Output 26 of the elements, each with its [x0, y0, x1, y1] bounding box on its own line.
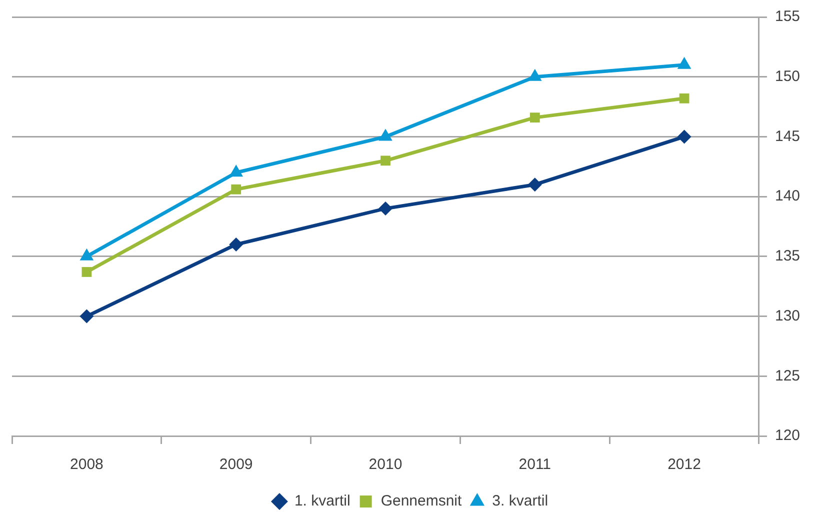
y-tick-label: 140	[774, 188, 800, 205]
legend-label: 1. kvartil	[294, 492, 350, 510]
y-tick-label: 120	[774, 427, 800, 444]
y-tick-label: 145	[774, 128, 800, 145]
point	[530, 112, 540, 123]
legend-label: Gennemsnit	[380, 492, 463, 510]
legend-label: 3. kvartil	[492, 492, 548, 510]
point	[229, 237, 244, 252]
y-tick-label: 130	[774, 307, 800, 324]
y-tick-label: 135	[774, 248, 800, 265]
x-tick-label: 2012	[668, 456, 701, 474]
x-tick-label: 2010	[368, 456, 402, 474]
x-tick-label: 2011	[518, 456, 552, 474]
point	[528, 178, 542, 192]
y-tick-label: 125	[774, 367, 800, 384]
point	[82, 267, 92, 277]
x-tick-label: 2008	[70, 456, 104, 474]
point	[679, 93, 690, 104]
point	[677, 130, 692, 144]
point	[380, 156, 390, 166]
point	[378, 202, 392, 216]
point	[231, 184, 242, 194]
y-tick-label: 155	[774, 8, 800, 26]
y-tick-label: 150	[774, 68, 800, 85]
x-tick-label: 2009	[219, 456, 253, 474]
point	[80, 309, 94, 324]
